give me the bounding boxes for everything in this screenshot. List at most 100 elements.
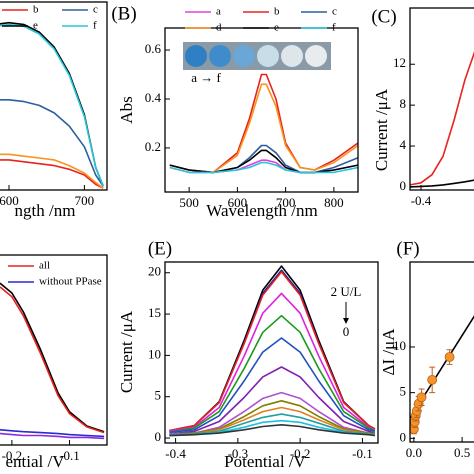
y-tick-label: 10 [148, 346, 161, 361]
y-axis-label: ΔI /μA [379, 328, 398, 376]
line [169, 73, 358, 174]
annotation: a → f [191, 70, 221, 85]
legend-label: d [216, 22, 222, 34]
y-axis-label: Abs [117, 96, 136, 123]
line [169, 391, 376, 435]
x-tick-label: 600 [0, 193, 19, 208]
legend-label: c [93, 4, 98, 16]
legend-label: e [33, 20, 38, 32]
well [233, 45, 255, 67]
x-tick-label: -0.4 [165, 446, 186, 461]
y-tick-label: 20 [148, 264, 161, 279]
arrow-head [343, 318, 349, 324]
panel-label: (E) [148, 238, 172, 259]
well [209, 45, 231, 67]
axes-frame [0, 1, 108, 191]
axes-frame [0, 254, 108, 446]
plot-area [0, 282, 105, 440]
legend-label: b [33, 4, 39, 16]
line [0, 23, 104, 187]
line [410, 51, 474, 186]
x-tick-label: 0.0 [406, 445, 422, 460]
y-tick-label: 10 [393, 338, 406, 353]
well [185, 45, 207, 67]
plot-area [169, 73, 358, 174]
y-tick-label: 0 [400, 178, 407, 193]
well [305, 45, 327, 67]
x-tick-label: -0.2 [2, 448, 23, 463]
x-tick-label: 800 [324, 195, 344, 210]
plot-area [410, 51, 474, 188]
y-tick-label: 8 [400, 96, 407, 111]
well [281, 45, 303, 67]
panel-label: (C) [371, 6, 396, 27]
x-tick-label: 700 [276, 195, 296, 210]
x-tick-label: -0.2 [290, 446, 311, 461]
legend-label: c [332, 6, 337, 18]
plot-area [410, 315, 474, 435]
y-tick-label: 12 [393, 55, 406, 70]
line [169, 144, 358, 174]
line [169, 413, 376, 436]
plot-area [0, 21, 104, 189]
legend-label: f [93, 20, 97, 32]
point [444, 352, 455, 362]
y-tick-label: 0.2 [145, 139, 161, 154]
y-tick-label: 0 [400, 429, 407, 444]
point [416, 392, 427, 403]
line [169, 337, 376, 434]
annotation: 0 [343, 324, 350, 339]
x-tick-label: 700 [75, 193, 95, 208]
line [0, 99, 104, 187]
x-tick-label: 0.5 [454, 445, 470, 460]
line [169, 400, 376, 436]
x-axis-label: Potential /V [224, 452, 306, 471]
annotation: 2 U/L [331, 284, 362, 299]
panel-label: (F) [396, 238, 419, 259]
line [169, 292, 376, 433]
line [0, 282, 105, 433]
x-axis-label: ential /V [5, 452, 65, 471]
line [0, 429, 105, 438]
y-tick-label: 15 [148, 305, 161, 320]
axes-frame [409, 7, 474, 191]
line [0, 286, 105, 434]
x-tick-label: 500 [179, 195, 199, 210]
y-tick-label: 5 [155, 388, 162, 403]
y-tick-label: 0 [155, 429, 162, 444]
legend-label: e [274, 22, 279, 34]
plot-area [169, 265, 376, 437]
axes-frame [164, 261, 379, 444]
y-tick-label: 0.4 [145, 90, 162, 105]
legend-label: a [216, 6, 221, 18]
legend-label: f [332, 22, 336, 34]
line [169, 161, 358, 174]
line [169, 271, 376, 432]
y-tick-label: 5 [400, 384, 407, 399]
panel-label: (B) [111, 3, 136, 24]
axes-frame [409, 261, 474, 443]
line [169, 83, 358, 174]
x-tick-label: -0.3 [228, 446, 249, 461]
line [169, 314, 376, 434]
legend-label: all [39, 260, 50, 272]
legend-label: without PPase [39, 276, 102, 288]
line [0, 432, 105, 440]
line [169, 366, 376, 435]
line [0, 159, 104, 189]
x-tick-label: -0.4 [411, 193, 432, 208]
x-axis-label: Wavelength /nm [206, 201, 317, 220]
y-tick-label: 4 [400, 137, 407, 152]
y-axis-label: Current /μA [117, 310, 136, 393]
point [427, 374, 438, 385]
line [0, 153, 104, 189]
x-tick-label: -0.1 [59, 448, 80, 463]
x-tick-label: 600 [228, 195, 248, 210]
x-tick-label: -0.1 [352, 446, 373, 461]
line [410, 179, 474, 188]
y-tick-label: 0.6 [145, 41, 162, 56]
y-axis-label: Current /μA [372, 88, 391, 171]
well [257, 45, 279, 67]
x-axis-label: ngth /nm [15, 201, 76, 220]
